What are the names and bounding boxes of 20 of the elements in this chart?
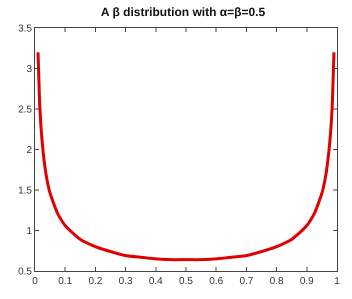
y-tick-label: 1: [26, 226, 32, 237]
x-tick-label: 0.5: [179, 276, 194, 287]
x-tick-label: 0.6: [209, 276, 224, 287]
y-tick-label: 2: [26, 145, 32, 156]
y-tick-label: 3.5: [18, 24, 32, 34]
x-tick-label: 0.3: [118, 276, 133, 287]
x-tick-label: 0.4: [148, 276, 164, 287]
y-tick-label: 2.5: [18, 104, 32, 116]
x-tick-label: 0.2: [88, 276, 103, 287]
x-tick-label: 0.8: [270, 276, 284, 287]
x-tick-label: 0.1: [58, 276, 73, 287]
chart-title: A β distribution with α=β=0.5: [100, 4, 266, 19]
x-tick-label: 0.9: [300, 276, 314, 287]
x-tick-label: 0.7: [239, 276, 254, 287]
line-series: [36, 50, 336, 262]
y-tick-label: 1.5: [18, 186, 32, 196]
y-tick-label: 0.5: [18, 266, 32, 278]
y-tick-label: 3: [26, 64, 32, 75]
x-tick-label: 1: [334, 276, 340, 287]
x-tick-label: 0: [32, 276, 38, 287]
